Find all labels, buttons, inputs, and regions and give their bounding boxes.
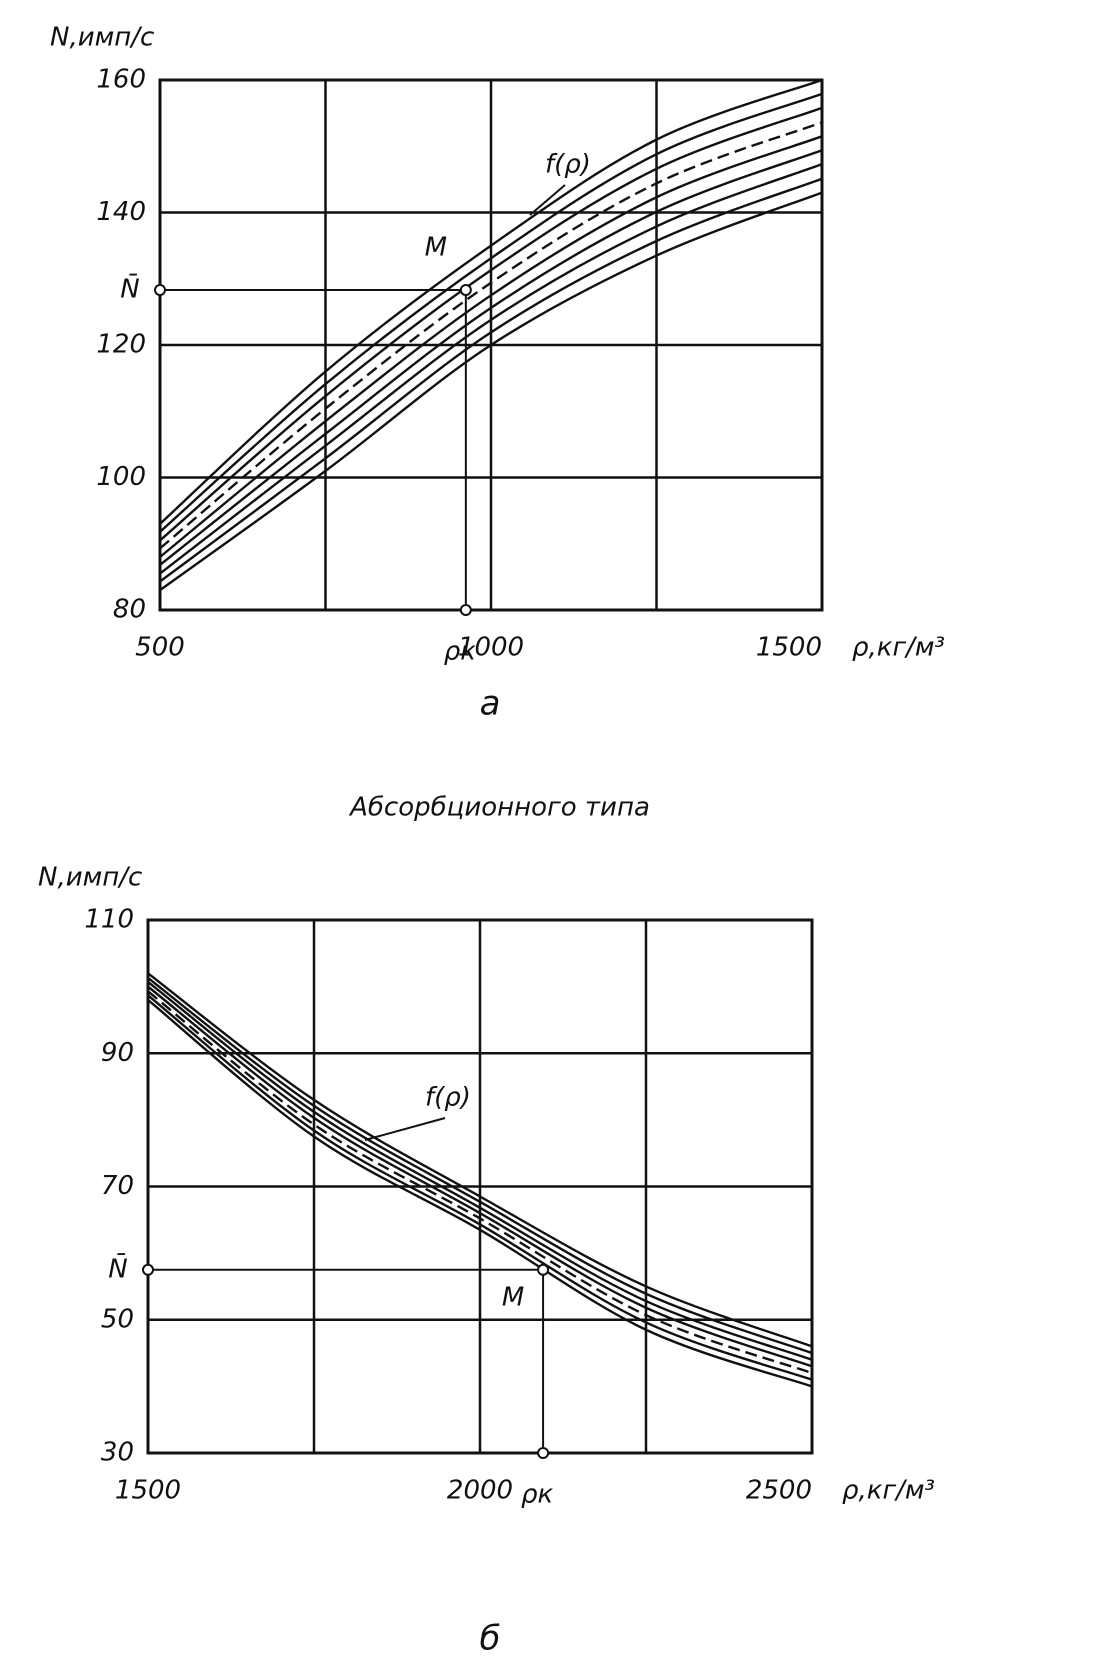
curve [159, 177, 823, 583]
mean-label: N̄ [120, 273, 139, 305]
y-tick-label: 80 [113, 595, 146, 625]
x-tick-label: 2500 [746, 1476, 812, 1506]
y-tick-label: 120 [96, 330, 146, 360]
curve-pointer [529, 184, 566, 216]
y-axis-label: N,имп/с [50, 23, 154, 53]
curve [159, 135, 823, 558]
curve [159, 92, 823, 533]
curve [159, 149, 823, 566]
y-tick-label: 100 [96, 462, 146, 492]
curve-label: f(ρ) [425, 1083, 471, 1113]
x-axis-label: ρ,кг/м³ [852, 633, 945, 663]
y-tick-label: 140 [96, 197, 146, 227]
y-tick-label: 160 [96, 65, 146, 95]
y-tick-label: 110 [84, 905, 134, 935]
point-label: M [502, 1282, 524, 1312]
rho-marker [537, 1447, 550, 1459]
curve [147, 981, 813, 1361]
x-tick-label: 500 [135, 633, 185, 663]
curve [159, 191, 823, 592]
point-m [537, 1263, 550, 1276]
point-m [459, 284, 472, 297]
section-title: Абсорбционного типа [348, 793, 650, 823]
y-tick-label: 70 [101, 1171, 134, 1201]
mean-marker [142, 1263, 154, 1276]
y-tick-label: 50 [101, 1304, 134, 1334]
x-tick-label: 1500 [115, 1476, 181, 1506]
caption: а [480, 684, 501, 724]
curve [159, 78, 823, 525]
curve [147, 990, 813, 1375]
curve [159, 163, 823, 575]
y-tick-label: 30 [101, 1438, 134, 1468]
curve [147, 972, 813, 1348]
point-label: M [425, 233, 447, 263]
curve [147, 985, 813, 1368]
mean-marker [154, 284, 166, 297]
x-axis-label: ρ,кг/м³ [842, 1476, 935, 1506]
x-tick-label: 2000 [447, 1476, 513, 1506]
caption: б [480, 1619, 501, 1659]
x-tick-label: 1000 [458, 633, 524, 663]
rho-label: ρк [444, 637, 477, 667]
rho-marker [459, 604, 472, 616]
curve-label: f(ρ) [545, 150, 591, 180]
curve [159, 121, 823, 550]
rho-label: ρк [521, 1480, 554, 1510]
curve [159, 106, 823, 542]
x-tick-label: 1500 [756, 633, 822, 663]
curve [147, 994, 813, 1381]
mean-label: N̄ [108, 1253, 127, 1285]
y-axis-label: N,имп/с [38, 863, 142, 893]
curve-pointer [364, 1117, 446, 1141]
curve [147, 999, 813, 1388]
y-tick-label: 90 [101, 1038, 134, 1068]
curve [147, 977, 813, 1355]
